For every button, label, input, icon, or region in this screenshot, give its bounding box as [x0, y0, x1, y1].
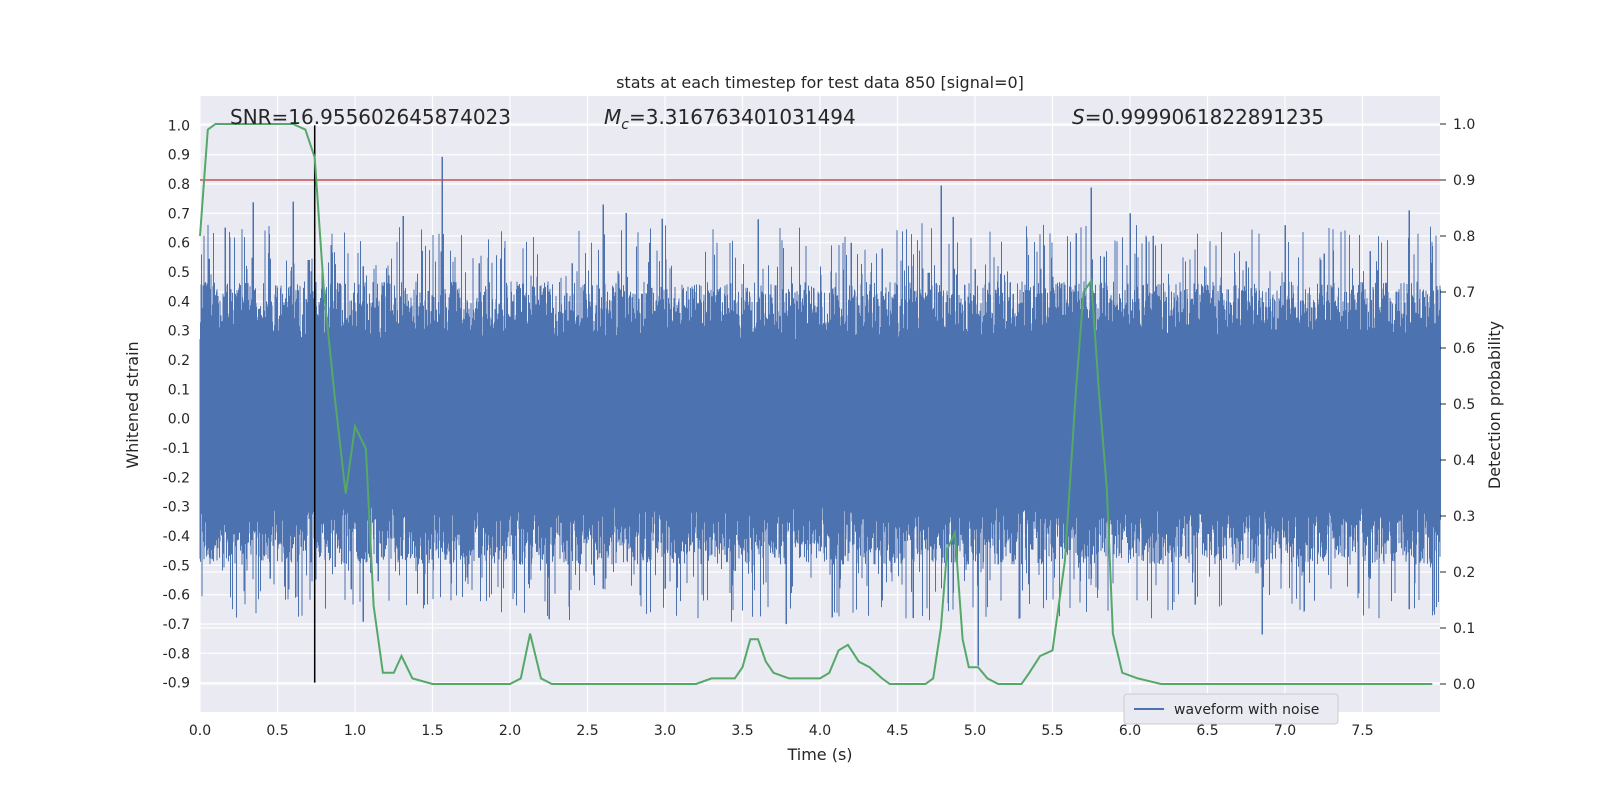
y-tick-label-left: -0.5 — [163, 558, 190, 574]
y-tick-label-left: 1.0 — [168, 118, 190, 134]
y-tick-label-left: -0.3 — [163, 500, 190, 516]
x-tick-label: 1.5 — [421, 723, 443, 739]
x-axis-label: Time (s) — [786, 745, 852, 764]
y-tick-label-right: 0.2 — [1453, 565, 1475, 581]
y-tick-label-left: 0.5 — [168, 265, 190, 281]
score-value: =0.9999061822891235 — [1085, 105, 1324, 129]
y-tick-label-left: -0.2 — [163, 470, 190, 486]
legend-label-waveform: waveform with noise — [1174, 702, 1319, 718]
x-tick-label: 6.0 — [1119, 723, 1141, 739]
y-tick-label-right: 0.5 — [1453, 397, 1475, 413]
x-tick-label: 4.5 — [886, 723, 908, 739]
y-tick-label-left: -0.9 — [163, 676, 190, 692]
probability-series — [199, 123, 1433, 685]
x-tick-label: 3.0 — [654, 723, 676, 739]
y-tick-label-left: 0.1 — [168, 382, 190, 398]
snr-annotation: SNR=16.955602645874023 — [230, 105, 511, 129]
y-axis-label-left: Whitened strain — [123, 341, 142, 468]
y-tick-label-left: 0.2 — [168, 353, 190, 369]
x-tick-label: 3.5 — [731, 723, 753, 739]
x-tick-label: 5.0 — [964, 723, 986, 739]
y-tick-label-left: -0.6 — [163, 588, 190, 604]
y-tick-label-right: 1.0 — [1453, 117, 1475, 133]
y-tick-label-left: -0.1 — [163, 441, 190, 457]
legend-box — [1123, 693, 1339, 725]
x-tick-label: 6.5 — [1196, 723, 1218, 739]
y-tick-label-left: -0.8 — [163, 646, 190, 662]
y-tick-label-right: 0.3 — [1453, 509, 1475, 525]
y-tick-label-right: 0.6 — [1453, 341, 1475, 357]
chirp-mass-annotation: Mc=3.316763401031494 — [604, 105, 856, 133]
chirp-mass-subscript: c — [621, 117, 629, 133]
x-tick-label: 0.5 — [266, 723, 288, 739]
y-tick-label-left: 0.0 — [168, 412, 190, 428]
y-tick-label-right: 0.7 — [1453, 285, 1475, 301]
tick-labels: 0.0 0.5 1.0 1.5 2.0 2.5 3.0 3.5 4.0 4.5 5.0 5.5 6.0 6… — [163, 117, 1476, 739]
score-symbol: S — [1072, 105, 1085, 129]
y-tick-label-left: 0.6 — [168, 236, 190, 252]
y-axis-label-right: Detection probability — [1485, 321, 1504, 489]
score-annotation: S=0.9999061822891235 — [1072, 105, 1324, 129]
detection-probability-line — [199, 123, 1433, 685]
x-tick-label: 4.0 — [809, 723, 831, 739]
y-tick-label-left: 0.7 — [168, 206, 190, 222]
x-tick-label: 5.5 — [1041, 723, 1063, 739]
y-tick-label-left: 0.8 — [168, 177, 190, 193]
chart-title: stats at each timestep for test data 850… — [616, 73, 1024, 92]
y-tick-label-left: 0.9 — [168, 148, 190, 164]
x-tick-label: 7.5 — [1351, 723, 1373, 739]
chirp-mass-symbol: M — [604, 105, 621, 129]
y-tick-label-right: 0.9 — [1453, 173, 1475, 189]
y-tick-label-right: 0.4 — [1453, 453, 1475, 469]
y-tick-label-left: 0.4 — [168, 294, 190, 310]
x-tick-label: 0.0 — [189, 723, 211, 739]
y-tick-label-left: -0.4 — [163, 529, 190, 545]
x-tick-label: 7.0 — [1274, 723, 1296, 739]
x-tick-label: 2.0 — [499, 723, 521, 739]
chirp-mass-value: =3.316763401031494 — [629, 105, 856, 129]
y-tick-label-right: 0.0 — [1453, 677, 1475, 693]
y-tick-label-left: 0.3 — [168, 324, 190, 340]
y-tick-label-right: 0.1 — [1453, 621, 1475, 637]
y-tick-label-left: -0.7 — [163, 617, 190, 633]
x-tick-label: 2.5 — [576, 723, 598, 739]
x-tick-label: 1.0 — [344, 723, 366, 739]
legend: waveform with noise — [1123, 693, 1339, 725]
y-tick-label-right: 0.8 — [1453, 229, 1475, 245]
